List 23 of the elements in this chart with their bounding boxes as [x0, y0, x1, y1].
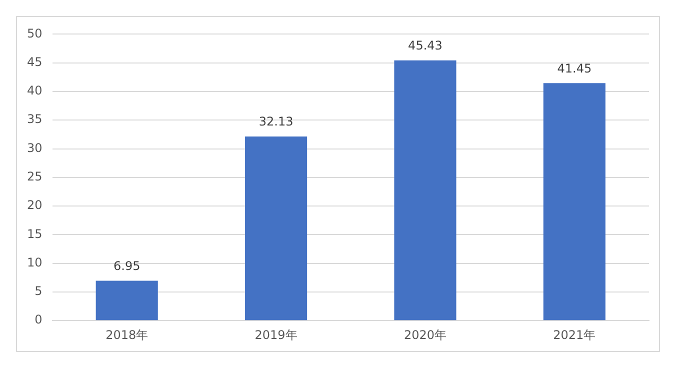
- data-label: 6.95: [114, 258, 140, 273]
- bar: [96, 280, 158, 320]
- y-tick-label: 40: [26, 84, 42, 98]
- data-label: 41.45: [557, 61, 592, 76]
- y-tick-label: 35: [26, 112, 42, 126]
- x-tick-label: 2020年: [404, 328, 446, 342]
- x-tick-label: 2018年: [106, 328, 148, 342]
- y-tick-label: 0: [34, 312, 42, 327]
- y-tick-label: 10: [26, 255, 42, 270]
- y-tick-label: 15: [26, 226, 42, 241]
- bar: [394, 60, 456, 320]
- y-tick-label: 25: [26, 170, 42, 184]
- bar: [245, 136, 308, 320]
- y-tick-label: 45: [26, 54, 42, 69]
- data-label: 45.43: [408, 38, 442, 52]
- x-tick-label: 2021年: [553, 328, 596, 342]
- y-tick-label: 5: [34, 284, 42, 298]
- bar: [543, 83, 606, 320]
- data-label: 32.13: [258, 114, 294, 129]
- y-tick-label: 20: [26, 198, 42, 212]
- y-tick-label: 50: [26, 26, 42, 40]
- y-tick-label: 30: [26, 140, 42, 155]
- x-tick-label: 2019年: [254, 328, 298, 342]
